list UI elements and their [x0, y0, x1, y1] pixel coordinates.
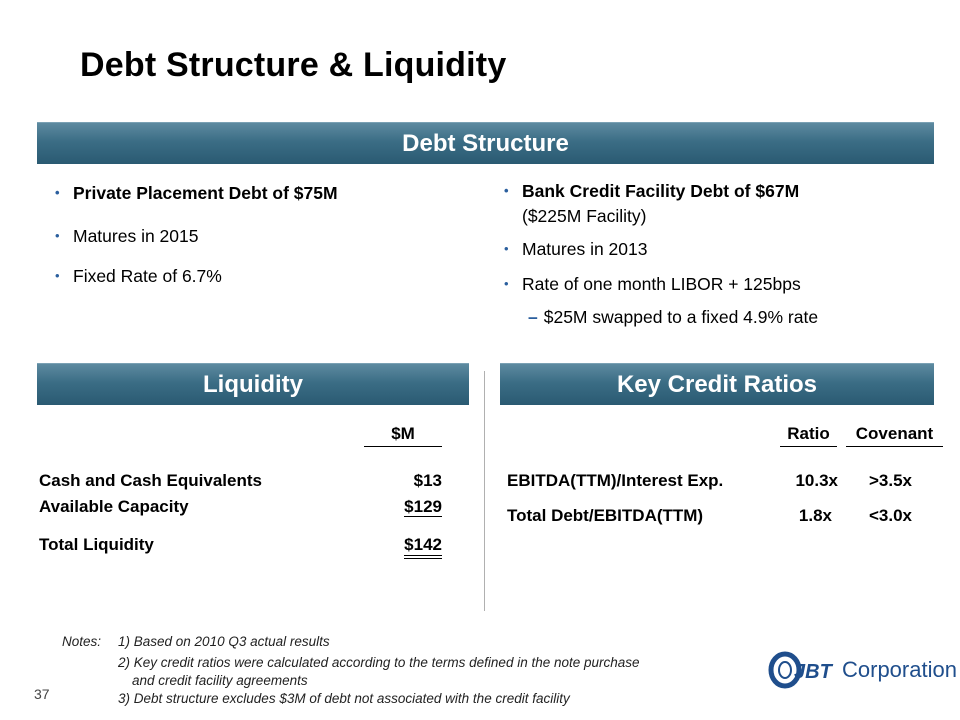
bullet-text: Rate of one month LIBOR + 125bps	[522, 274, 801, 294]
sub-bullet-swap: – $25M swapped to a fixed 4.9% rate	[528, 307, 818, 328]
ratio-col-header: Ratio	[780, 424, 837, 447]
bullet-text: Private Placement Debt of $75M	[73, 183, 338, 203]
notes-label: Notes:	[62, 634, 102, 649]
page-number: 37	[34, 686, 50, 702]
bullet-matures-2013: • Matures in 2013	[504, 239, 648, 259]
note-3: 3) Debt structure excludes $3M of debt n…	[118, 691, 570, 706]
bullet-bank-credit: • Bank Credit Facility Debt of $67M	[504, 181, 799, 201]
note-2: 2) Key credit ratios were calculated acc…	[118, 655, 640, 670]
total-liquidity-value: $142	[386, 535, 442, 559]
bullet-facility-size: ($225M Facility)	[522, 206, 647, 226]
liquidity-banner: Liquidity	[37, 363, 469, 405]
liquidity-col-header: $M	[364, 424, 442, 447]
jbt-logo-icon: JBT	[768, 651, 834, 689]
debt-structure-banner: Debt Structure	[37, 122, 934, 164]
bullet-libor-rate: • Rate of one month LIBOR + 125bps	[504, 274, 801, 294]
bullet-icon: •	[55, 268, 60, 283]
bullet-icon: •	[504, 183, 509, 198]
page-title: Debt Structure & Liquidity	[80, 46, 507, 84]
total-liquidity-label: Total Liquidity	[39, 535, 154, 554]
ratios-banner: Key Credit Ratios	[500, 363, 934, 405]
liquidity-header: Liquidity	[203, 370, 303, 398]
logo-mark: JBT	[794, 661, 834, 683]
covenant-col-header: Covenant	[846, 424, 943, 447]
ratio-row-covenant: <3.0x	[869, 506, 913, 525]
bullet-icon: •	[55, 228, 60, 243]
column-divider	[484, 371, 485, 611]
total-liquidity-value-text: $142	[404, 535, 442, 559]
debt-structure-header: Debt Structure	[402, 129, 569, 157]
liquidity-row-label: Available Capacity	[39, 497, 189, 516]
bullet-icon: •	[55, 185, 60, 200]
bullet-text: Bank Credit Facility Debt of $67M	[522, 181, 800, 201]
bullet-private-placement: • Private Placement Debt of $75M	[55, 183, 338, 203]
liquidity-row-value: $13	[413, 471, 442, 490]
bullet-matures-2015: • Matures in 2015	[55, 226, 199, 246]
ratios-header: Key Credit Ratios	[616, 370, 818, 398]
ratio-row-ratio: 10.3x	[795, 471, 838, 490]
jbt-logo: JBT Corporation	[768, 650, 957, 690]
dash-icon: –	[528, 307, 538, 327]
bullet-text: Matures in 2015	[73, 226, 199, 246]
ratio-row-label: Total Debt/EBITDA(TTM)	[507, 506, 704, 525]
sub-bullet-text: $25M swapped to a fixed 4.9% rate	[543, 307, 819, 327]
bullet-text: Matures in 2013	[522, 239, 648, 259]
ratio-row-covenant: >3.5x	[869, 471, 913, 490]
note-1: 1) Based on 2010 Q3 actual results	[118, 634, 330, 649]
logo-text: Corporation	[842, 657, 957, 682]
ratio-row-ratio: 1.8x	[798, 506, 832, 525]
bullet-icon: •	[504, 276, 509, 291]
bullet-text: Fixed Rate of 6.7%	[73, 266, 222, 286]
liquidity-row-label: Cash and Cash Equivalents	[39, 471, 262, 490]
liquidity-row-value: $129	[386, 497, 442, 517]
liquidity-row-value-text: $129	[404, 497, 442, 517]
ratio-row-label: EBITDA(TTM)/Interest Exp.	[507, 471, 724, 490]
bullet-fixed-rate: • Fixed Rate of 6.7%	[55, 266, 222, 286]
bullet-icon: •	[504, 241, 509, 256]
note-2-continued: and credit facility agreements	[132, 673, 308, 688]
